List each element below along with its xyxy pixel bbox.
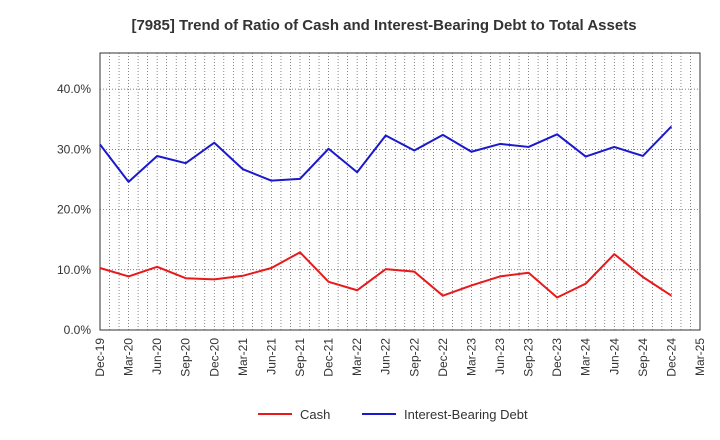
legend: Cash Interest-Bearing Debt: [258, 407, 528, 422]
x-tick-label: Jun-23: [493, 338, 507, 375]
x-tick-label: Dec-21: [322, 338, 336, 377]
x-tick-label: Jun-21: [264, 338, 278, 375]
x-tick-label: Mar-23: [464, 338, 478, 376]
x-tick-label: Mar-21: [236, 338, 250, 376]
y-tick-label: 40.0%: [57, 82, 91, 96]
y-tick-label: 30.0%: [57, 142, 91, 156]
x-tick-label: Sep-24: [636, 338, 650, 377]
y-tick-label: 10.0%: [57, 263, 91, 277]
x-tick-label: Jun-22: [379, 338, 393, 375]
x-tick-label: Dec-22: [436, 338, 450, 377]
x-tick-label: Dec-20: [207, 338, 221, 377]
legend-label: Interest-Bearing Debt: [404, 407, 528, 422]
x-tick-label: Mar-22: [350, 338, 364, 376]
x-tick-label: Jun-20: [150, 338, 164, 375]
x-tick-label: Dec-19: [93, 338, 107, 377]
plot-area: [99, 52, 701, 331]
x-tick-label: Mar-24: [579, 338, 593, 376]
y-tick-label: 20.0%: [57, 203, 91, 217]
x-tick-label: Sep-21: [293, 338, 307, 377]
x-tick-label: Sep-20: [179, 338, 193, 377]
x-tick-label: Sep-23: [522, 338, 536, 377]
x-tick-label: Mar-25: [693, 338, 707, 376]
series-line-cash: [99, 251, 672, 299]
x-tick-label: Mar-20: [122, 338, 136, 376]
y-tick-label: 0.0%: [64, 323, 92, 337]
x-tick-label: Sep-22: [407, 338, 421, 377]
x-tick-label: Dec-23: [550, 338, 564, 377]
legend-label: Cash: [300, 407, 330, 422]
series-lines: [99, 125, 673, 299]
x-axis-tick-labels: Dec-19 Mar-20 Jun-20 Sep-20 Dec-20 Mar-21 Jun-…: [93, 338, 707, 377]
x-tick-label: Jun-24: [607, 338, 621, 375]
x-tick-label: Dec-24: [664, 338, 678, 377]
series-line-interest-bearing-debt: [99, 125, 673, 183]
chart-title: [7985] Trend of Ratio of Cash and Intere…: [131, 17, 636, 34]
vertical-gridlines: [109, 53, 691, 330]
y-axis-tick-labels: 0.0% 10.0% 20.0% 30.0% 40.0%: [57, 82, 91, 337]
